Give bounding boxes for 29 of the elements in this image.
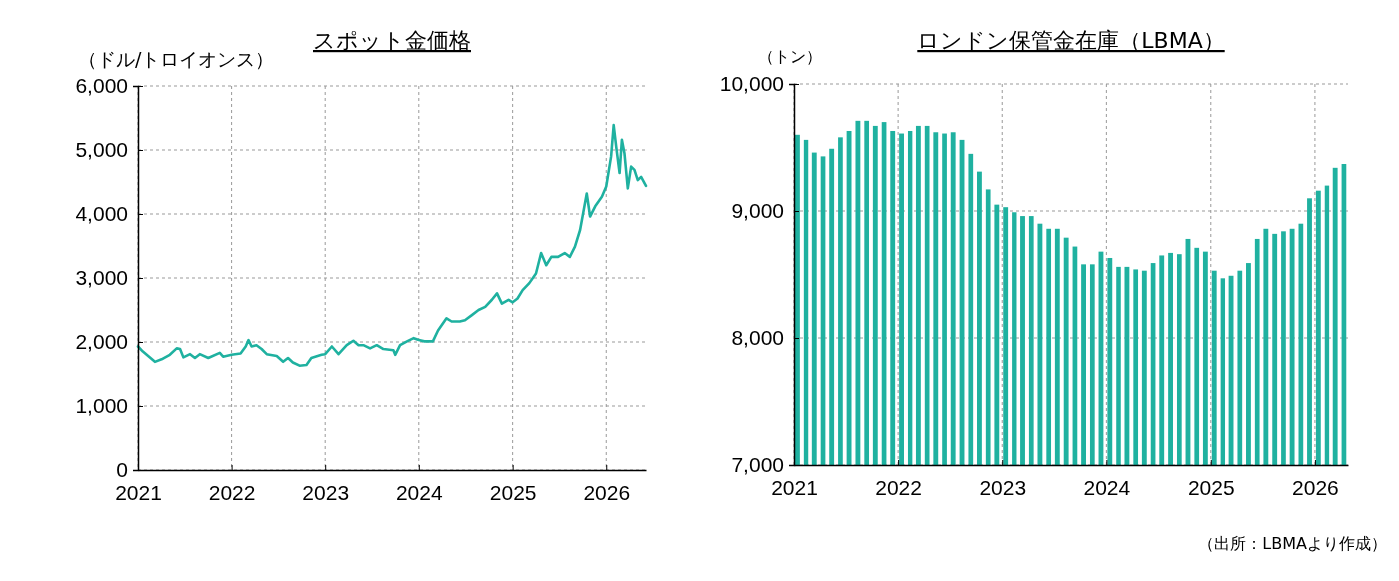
y-tick-label: 0 — [116, 458, 128, 482]
y-tick-label: 9,000 — [731, 199, 784, 223]
chart-title: ロンドン保管金在庫（LBMA） — [917, 28, 1225, 53]
x-tick-label: 2022 — [875, 476, 922, 500]
x-tick-label: 2021 — [115, 481, 162, 505]
x-tick-label: 2023 — [302, 481, 350, 505]
x-tick-label: 2026 — [1292, 476, 1339, 500]
y-tick-label: 8,000 — [731, 326, 784, 350]
y-tick-label: 2,000 — [75, 330, 128, 354]
chart-title: スポット金価格 — [313, 28, 471, 53]
x-tick-label: 2026 — [583, 481, 631, 505]
y-tick-label: 6,000 — [75, 74, 128, 98]
x-tick-label: 2025 — [489, 481, 537, 505]
y-tick-label: 10,000 — [719, 72, 784, 96]
x-tick-label: 2024 — [1083, 476, 1131, 500]
y-tick-label: 7,000 — [731, 453, 784, 477]
x-tick-label: 2023 — [979, 476, 1027, 500]
x-tick-label: 2024 — [395, 481, 443, 505]
y-tick-label: 4,000 — [75, 202, 128, 226]
y-tick-label: 3,000 — [75, 266, 128, 290]
x-tick-label: 2025 — [1187, 476, 1235, 500]
x-tick-label: 2021 — [771, 476, 818, 500]
y-tick-label: 1,000 — [75, 394, 128, 418]
y-axis-title: （トン） — [758, 47, 822, 66]
x-tick-label: 2022 — [208, 481, 256, 505]
y-axis-title: （ドル/トロイオンス） — [78, 48, 275, 70]
text: （出所：LBMAより作成） — [1198, 534, 1387, 553]
line-series — [136, 123, 648, 367]
y-tick-label: 5,000 — [75, 138, 128, 162]
